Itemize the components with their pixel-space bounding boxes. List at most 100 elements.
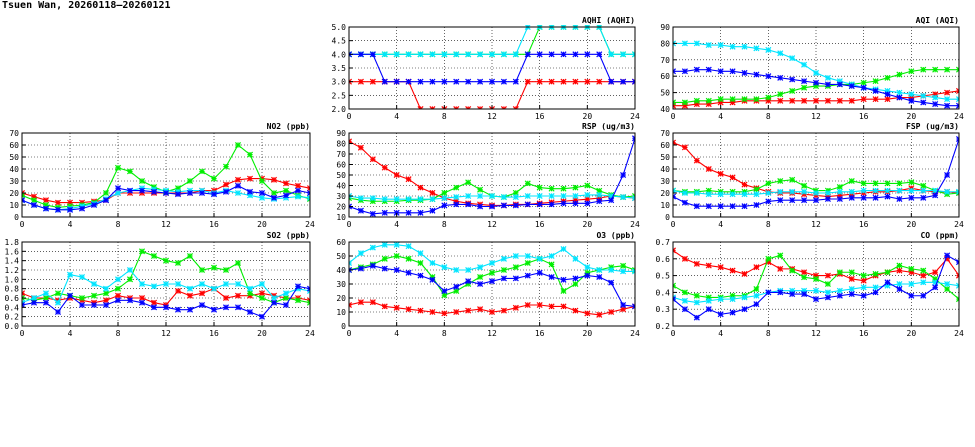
data-point [908,187,915,194]
data-point [270,176,278,183]
data-point [584,78,591,85]
data-point [908,179,915,186]
data-point [548,51,555,58]
data-point [812,69,820,76]
y-tick-label: 0 [14,213,19,222]
data-point [944,252,951,259]
data-point [524,192,531,200]
data-point [357,51,364,58]
data-point [500,266,507,274]
data-point [741,270,748,277]
y-tick-label: 0.4 [5,303,20,312]
data-point [560,200,567,207]
data-point [705,262,712,269]
data-point [30,201,38,209]
data-point [705,297,712,304]
data-point [381,164,388,171]
data-point [944,96,951,103]
data-point [174,280,182,288]
data-point [369,51,376,58]
data-point [836,183,843,191]
data-point [210,285,218,292]
data-point [896,71,903,78]
x-tick-label: 4 [68,220,73,229]
data-point [477,51,484,58]
data-point [908,97,915,104]
chart-title: RSP (ug/m3) [582,122,635,131]
data-point [884,91,891,98]
y-tick-label: 60 [660,72,670,81]
data-point [944,171,951,179]
data-point [90,301,98,309]
data-point [560,276,567,283]
y-tick-label: 60 [336,161,346,170]
data-point [896,187,903,194]
data-point [872,289,879,296]
data-point [234,189,242,197]
data-point [453,283,460,290]
data-point [441,310,448,317]
data-point [512,105,519,109]
x-tick-label: 12 [161,220,171,229]
data-point [673,139,677,146]
data-point [42,205,50,212]
data-point [729,203,736,210]
x-tick-label: 24 [954,112,964,121]
data-point [465,51,472,58]
data-point [631,303,635,310]
data-point [801,291,808,298]
data-point [488,78,496,85]
data-point [381,241,388,248]
data-point [777,289,784,296]
data-point [369,210,376,217]
data-point [512,202,519,209]
y-tick-label: 60 [336,238,346,247]
data-point [560,245,567,253]
data-point [872,180,879,187]
data-point [234,280,242,288]
data-point [162,304,170,311]
x-tick-label: 4 [718,112,723,121]
x-tick-label: 0 [347,329,352,338]
data-point [488,203,496,210]
series-line-4 [349,135,635,217]
data-point [222,304,230,311]
data-point [705,203,712,210]
data-point [405,209,412,216]
data-point [596,273,603,281]
y-tick-label: 40 [336,182,346,191]
data-point [872,87,879,94]
data-point [210,175,218,182]
data-point [572,200,579,207]
x-tick-label: 24 [305,329,315,338]
data-point [955,272,959,279]
data-point [717,203,724,210]
x-tick-label: 16 [209,220,219,229]
data-point [812,296,820,303]
data-point [848,275,855,282]
y-tick-label: 20 [660,189,670,198]
data-point [824,280,831,288]
data-point [955,96,959,103]
y-tick-label: 20 [336,203,346,212]
data-point [357,207,364,214]
data-point [848,291,855,298]
data-point [801,78,808,85]
data-point [66,206,74,213]
data-point [620,301,627,309]
data-point [729,96,736,103]
data-point [693,66,700,73]
data-point [896,280,903,288]
data-point [500,307,507,314]
data-point [729,296,736,303]
data-point [741,191,748,198]
data-point [524,51,531,58]
data-point [174,191,182,198]
x-tick-label: 0 [671,112,676,121]
data-point [536,192,543,200]
data-point [429,259,436,267]
data-point [222,266,230,274]
data-point [138,294,146,302]
data-point [693,40,700,47]
data-point [186,252,194,260]
